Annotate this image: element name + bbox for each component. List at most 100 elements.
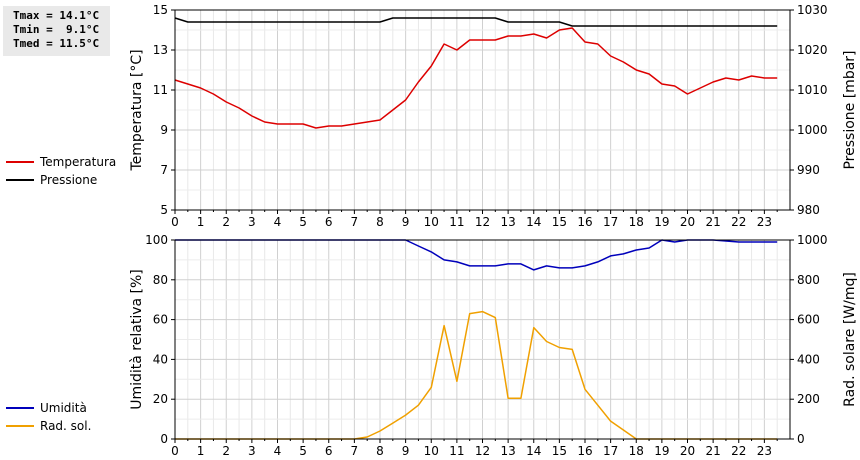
chart2-x-tick-label: 11 — [449, 444, 464, 458]
chart1-x-tick-label: 15 — [552, 215, 567, 229]
legend-label-pressure: Pressione — [40, 173, 98, 187]
top-chart-legend: Temperatura Pressione — [6, 153, 116, 189]
tmed-stat: Tmed = 11.5°C — [13, 37, 100, 50]
chart1-x-tick-label: 4 — [274, 215, 282, 229]
chart2-x-tick-label: 2 — [222, 444, 230, 458]
chart1-x-tick-label: 1 — [197, 215, 205, 229]
chart2-x-tick-label: 8 — [376, 444, 384, 458]
chart2-x-tick-label: 6 — [325, 444, 333, 458]
chart1-x-tick-label: 10 — [424, 215, 439, 229]
chart1-y-right-tick-label: 1030 — [797, 3, 828, 17]
chart1-x-tick-label: 14 — [526, 215, 541, 229]
chart2-left-axis-title: Umidità relativa [%] — [129, 269, 145, 410]
chart1-x-tick-label: 2 — [222, 215, 230, 229]
chart2-x-tick-label: 10 — [424, 444, 439, 458]
chart1-x-tick-label: 13 — [500, 215, 515, 229]
chart2-x-tick-label: 9 — [402, 444, 410, 458]
chart2-x-tick-label: 17 — [603, 444, 618, 458]
chart1-x-tick-label: 8 — [376, 215, 384, 229]
chart2-y-right-tick-label: 200 — [797, 392, 820, 406]
chart2-x-tick-label: 7 — [351, 444, 359, 458]
chart2-x-tick-label: 12 — [475, 444, 490, 458]
legend-label-humidity: Umidità — [40, 401, 87, 415]
chart1-y-left-tick-label: 13 — [153, 43, 168, 57]
tmin-stat: Tmin = 9.1°C — [13, 23, 100, 36]
chart2-series-umidit — [175, 239, 778, 271]
chart1-left-axis-title: Temperatura [°C] — [129, 49, 145, 171]
chart1-x-tick-label: 5 — [299, 215, 307, 229]
chart1-y-left-tick-label: 11 — [153, 83, 168, 97]
temperature-stats-box: Tmax = 14.1°C Tmin = 9.1°C Tmed = 11.5°C — [3, 6, 110, 56]
chart1-y-right-tick-label: 980 — [797, 203, 820, 217]
chart1-series-temperatura — [174, 27, 778, 129]
chart2-y-right-tick-label: 0 — [797, 432, 805, 446]
chart1-x-tick-label: 12 — [475, 215, 490, 229]
chart2-y-right-tick-label: 600 — [797, 313, 820, 327]
tmax-stat: Tmax = 14.1°C — [13, 9, 100, 22]
chart1-y-left-tick-label: 15 — [153, 3, 168, 17]
chart2-x-tick-label: 20 — [680, 444, 695, 458]
chart1-y-left-tick-label: 7 — [160, 163, 168, 177]
chart2-y-right-tick-label: 400 — [797, 352, 820, 366]
chart1-x-tick-label: 21 — [705, 215, 720, 229]
chart2-right-axis-title: Rad. solare [W/mq] — [842, 272, 858, 407]
chart1-x-tick-label: 19 — [654, 215, 669, 229]
chart2-x-tick-label: 0 — [171, 444, 179, 458]
legend-swatch-temperature — [6, 161, 34, 163]
chart2-x-tick-label: 19 — [654, 444, 669, 458]
chart2-x-tick-label: 18 — [629, 444, 644, 458]
chart1-y-right-tick-label: 1010 — [797, 83, 828, 97]
chart2-x-tick-label: 4 — [274, 444, 282, 458]
chart2-x-tick-label: 23 — [757, 444, 772, 458]
chart2-x-tick-label: 3 — [248, 444, 256, 458]
chart1-right-axis-title: Pressione [mbar] — [842, 50, 858, 169]
chart2-x-tick-label: 13 — [500, 444, 515, 458]
chart1-x-tick-label: 23 — [757, 215, 772, 229]
legend-swatch-humidity — [6, 407, 34, 409]
chart1-x-tick-label: 3 — [248, 215, 256, 229]
chart1-x-tick-label: 17 — [603, 215, 618, 229]
legend-swatch-solar — [6, 425, 34, 427]
legend-label-temperature: Temperatura — [40, 155, 117, 169]
chart1-y-right-tick-label: 1020 — [797, 43, 828, 57]
chart2-x-tick-label: 22 — [731, 444, 746, 458]
chart1-y-left-tick-label: 9 — [160, 123, 168, 137]
chart1-x-tick-label: 18 — [629, 215, 644, 229]
chart2-x-tick-label: 16 — [577, 444, 592, 458]
chart1-y-right-tick-label: 990 — [797, 163, 820, 177]
chart2-x-tick-label: 1 — [197, 444, 205, 458]
chart2-x-tick-label: 5 — [299, 444, 307, 458]
chart2-y-right-tick-label: 800 — [797, 273, 820, 287]
chart2-x-tick-label: 14 — [526, 444, 541, 458]
legend-label-solar: Rad. sol. — [40, 419, 92, 433]
legend-item-temperature: Temperatura — [6, 153, 116, 171]
chart2-y-left-tick-label: 80 — [153, 273, 168, 287]
chart1-x-tick-label: 16 — [577, 215, 592, 229]
chart2-y-left-tick-label: 0 — [160, 432, 168, 446]
chart2-x-tick-label: 21 — [705, 444, 720, 458]
chart1-x-tick-label: 11 — [449, 215, 464, 229]
chart1-x-tick-label: 0 — [171, 215, 179, 229]
chart2-y-left-tick-label: 40 — [153, 352, 168, 366]
chart2-y-left-tick-label: 100 — [145, 233, 168, 247]
legend-item-solar: Rad. sol. — [6, 417, 91, 435]
chart1-y-right-tick-label: 1000 — [797, 123, 828, 137]
chart1-y-left-tick-label: 5 — [160, 203, 168, 217]
legend-item-pressure: Pressione — [6, 171, 116, 189]
chart2-y-left-tick-label: 60 — [153, 313, 168, 327]
chart2-y-right-tick-label: 1000 — [797, 233, 828, 247]
chart2-y-left-tick-label: 20 — [153, 392, 168, 406]
chart1-x-tick-label: 20 — [680, 215, 695, 229]
chart2-x-tick-label: 15 — [552, 444, 567, 458]
chart1-series-pressione — [174, 17, 778, 27]
chart1-x-tick-label: 7 — [351, 215, 359, 229]
chart1-x-tick-label: 6 — [325, 215, 333, 229]
bottom-chart-legend: Umidità Rad. sol. — [6, 399, 91, 435]
chart2-series-rad-sol — [175, 310, 778, 440]
chart1-x-tick-label: 9 — [402, 215, 410, 229]
chart1-x-tick-label: 22 — [731, 215, 746, 229]
legend-swatch-pressure — [6, 179, 34, 181]
legend-item-humidity: Umidità — [6, 399, 91, 417]
